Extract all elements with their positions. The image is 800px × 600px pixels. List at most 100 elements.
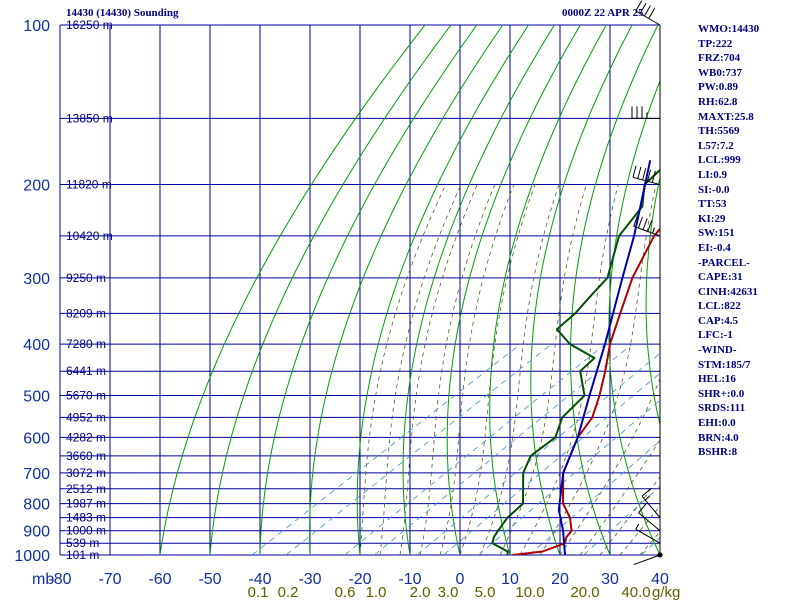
dewpoint-trace — [491, 168, 660, 555]
mixing-ratio-lines — [251, 343, 660, 555]
index-item: CAPE:31 — [698, 271, 743, 284]
wind-barb-flag — [642, 218, 648, 230]
wind-barb-flag — [641, 488, 652, 497]
index-item: EI:-0.4 — [698, 241, 731, 254]
temperature-tick-label: -30 — [298, 571, 321, 588]
height-label: 1483 m — [66, 511, 106, 525]
height-label: 101 m — [66, 548, 99, 562]
wind-barb-flag — [632, 165, 637, 178]
moist-adiabat — [479, 184, 560, 555]
dry-adiabat — [259, 25, 478, 555]
moist-adiabat — [519, 184, 619, 555]
height-label: 6441 m — [66, 364, 106, 378]
dry-adiabat — [530, 25, 633, 555]
dry-adiabat — [489, 25, 607, 555]
wind-barb — [633, 554, 661, 566]
pressure-tick-labels: 100 200 300 400 500 600 700 800 900 1000 mb — [14, 18, 54, 588]
temperature-tick-label: 10 — [501, 571, 519, 588]
index-item: -PARCEL- — [698, 256, 750, 269]
moist-adiabat — [499, 184, 587, 555]
index-item: TH:5569 — [698, 125, 740, 138]
sounding-traces — [491, 160, 660, 555]
pressure-tick-label: 100 — [23, 18, 50, 35]
dry-adiabat — [402, 25, 555, 555]
index-item: SW:151 — [698, 227, 735, 240]
index-item: PW:0.89 — [698, 81, 739, 94]
temperature-tick-label: -20 — [348, 571, 371, 588]
moist-adiabat — [399, 184, 478, 555]
pressure-tick-label: 800 — [23, 497, 50, 514]
index-item: WMO:14430 — [698, 23, 760, 35]
index-item: SI:-0.0 — [698, 183, 730, 196]
pressure-unit-label: mb — [32, 571, 54, 588]
wind-barb-flag — [651, 170, 656, 183]
temperature-tick-label: -50 — [198, 571, 221, 588]
mixing-ratio-line — [416, 352, 660, 555]
wind-barb-flag — [647, 220, 653, 232]
wind-barb — [635, 528, 661, 544]
wind-barb-flag — [635, 0, 643, 12]
height-label: 1000 m — [66, 524, 106, 538]
mixing-ratio-tick-label: 40.0 — [621, 584, 650, 600]
wind-barb-flag — [648, 7, 656, 19]
index-item: BRN:4.0 — [698, 431, 739, 444]
temperature-tick-label: 30 — [601, 571, 619, 588]
wind-barb-flag — [638, 503, 647, 514]
wind-barb-flag — [637, 216, 643, 229]
wind-barb-flag — [639, 2, 647, 14]
pressure-tick-label: 700 — [23, 466, 50, 483]
wind-barb-flag — [633, 214, 639, 227]
wind-barb-half-flag — [652, 227, 656, 234]
mixing-ratio-tick-label: 10.0 — [515, 584, 544, 600]
mixing-ratio-line — [285, 343, 552, 555]
mixing-ratio-line — [529, 440, 660, 555]
mixing-ratio-line — [344, 343, 606, 555]
dry-adiabat — [645, 175, 660, 427]
mixing-ratio-tick-labels: 0.1 0.2 0.6 1.0 2.0 3.0 5.0 10.0 20.0 40.0 g/kg — [248, 584, 681, 600]
mixing-ratio-tick-label: 0.1 — [248, 584, 269, 600]
moist-adiabat — [359, 184, 447, 555]
moist-adiabat — [539, 184, 657, 555]
mixing-ratio-tick-label: 0.6 — [335, 584, 356, 600]
wind-barb-flag — [643, 5, 651, 17]
temperature-tick-label: -60 — [148, 571, 171, 588]
moist-adiabat — [599, 476, 660, 555]
pressure-tick-label: 600 — [23, 430, 50, 447]
index-item: LCL:822 — [698, 300, 741, 313]
wind-barb-flag — [646, 169, 652, 182]
moist-adiabat — [559, 377, 660, 555]
index-item: EHI:0.0 — [698, 417, 736, 430]
index-item: TP:222 — [698, 37, 733, 50]
mixing-ratio-line — [443, 372, 660, 555]
temperature-trace — [512, 227, 660, 555]
temperature-tick-label: 0 — [456, 571, 465, 588]
stability-indices-list: WMO:14430 TP:222 FRZ:704 WB0:737 PW:0.89 RH:6… — [698, 22, 798, 460]
height-label: 13850 m — [66, 111, 113, 125]
wind-barb — [638, 512, 661, 532]
wind-barb — [641, 495, 661, 518]
mixing-ratio-unit-label: g/kg — [652, 584, 680, 600]
dry-adiabat — [309, 25, 504, 555]
temperature-tick-labels: -80 -70 -60 -50 -40 -30 -20 -10 0 10 20 30 40 — [48, 571, 669, 588]
height-label: 9250 m — [66, 271, 106, 285]
dry-adiabat — [209, 25, 452, 555]
height-label: 16250 m — [66, 18, 113, 32]
mixing-ratio-tick-label: 2.0 — [410, 584, 431, 600]
mixing-ratio-line — [374, 343, 633, 555]
wind-barb-half-flag — [644, 495, 651, 501]
index-item: MAXT:25.8 — [698, 110, 754, 123]
wind-barb — [633, 225, 661, 237]
height-label: 539 m — [66, 536, 99, 550]
dry-adiabat-lines — [159, 25, 660, 555]
index-item: RH:62.8 — [698, 95, 738, 108]
wind-barb-half-flag — [635, 523, 640, 530]
temperature-tick-label: -40 — [248, 571, 271, 588]
moist-adiabat — [619, 505, 660, 555]
pressure-tick-label: 300 — [23, 271, 50, 288]
index-item: STM:185/7 — [698, 358, 751, 371]
pressure-tick-label: 200 — [23, 178, 50, 195]
index-item: KI:29 — [698, 212, 726, 225]
dry-adiabat — [356, 25, 530, 555]
moist-adiabat — [379, 184, 462, 555]
height-label: 5670 m — [66, 388, 106, 402]
